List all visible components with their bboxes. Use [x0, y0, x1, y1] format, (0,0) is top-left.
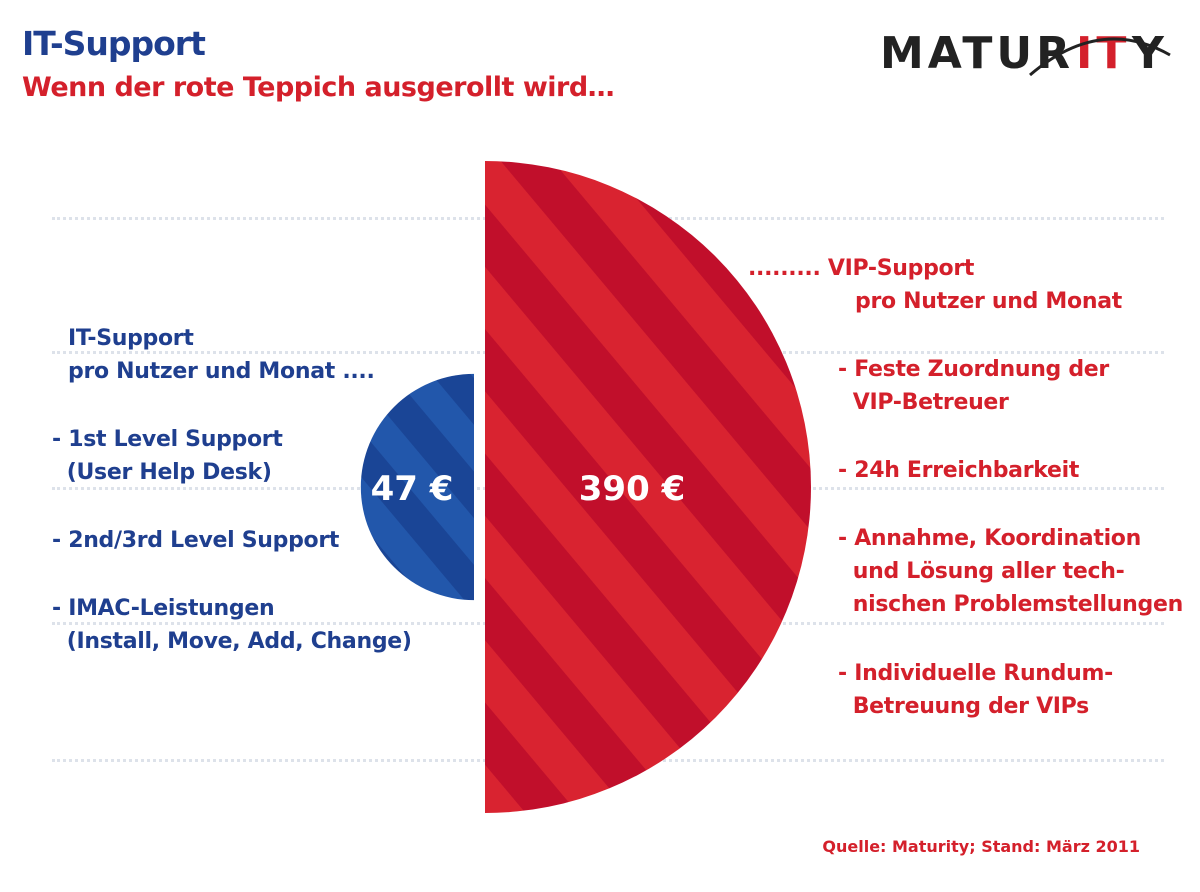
source-note: Quelle: Maturity; Stand: März 2011: [822, 837, 1140, 856]
left-item: - IMAC-Leistungen (Install, Move, Add, C…: [52, 596, 412, 654]
right-heading-2: pro Nutzer und Monat: [855, 289, 1122, 314]
half-circle-it-support: [360, 373, 474, 601]
maturity-logo: MATUR IT Y: [880, 20, 1180, 84]
page-title: IT-Support: [22, 24, 206, 63]
right-item: - Feste Zuordnung der VIP-Betreuer: [838, 357, 1109, 415]
value-label-it-support: 47 €: [371, 469, 454, 509]
half-circle-vip-support: [485, 161, 811, 813]
left-item: - 2nd/3rd Level Support: [52, 528, 340, 553]
right-item: - 24h Erreichbarkeit: [838, 458, 1080, 483]
right-item: - Individuelle Rundum- Betreuung der VIP…: [838, 661, 1113, 719]
value-label-vip-support: 390 €: [579, 469, 685, 509]
right-item: - Annahme, Koordination und Lösung aller…: [838, 526, 1183, 617]
svg-text:IT: IT: [1076, 28, 1130, 79]
left-heading-1: IT-Support: [68, 326, 194, 351]
right-heading-1: ......... VIP-Support: [748, 256, 975, 281]
page-subtitle: Wenn der rote Teppich ausgerollt wird…: [22, 72, 615, 103]
left-heading-2: pro Nutzer und Monat ....: [68, 359, 375, 384]
svg-text:Y: Y: [1131, 28, 1165, 79]
svg-text:MATUR: MATUR: [880, 28, 1074, 79]
left-item: - 1st Level Support (User Help Desk): [52, 427, 283, 485]
